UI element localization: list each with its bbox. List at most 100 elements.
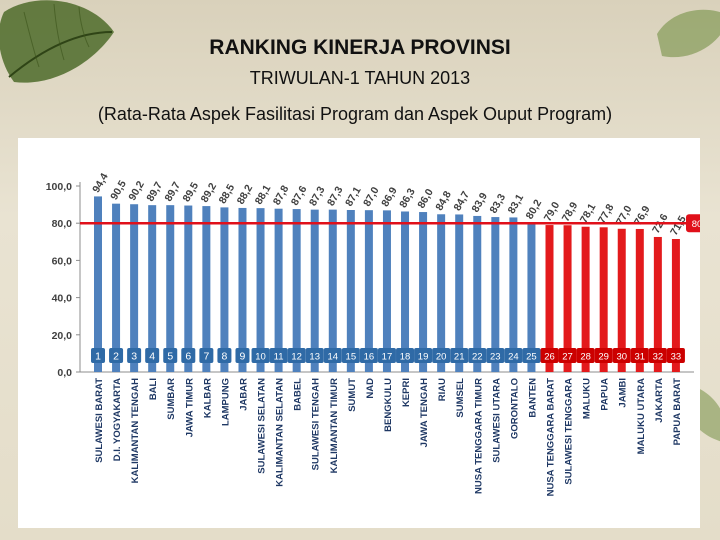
rank-label: 33 bbox=[671, 352, 682, 363]
page-description: (Rata-Rata Aspek Fasilitasi Program dan … bbox=[97, 104, 613, 124]
rank-label: 24 bbox=[508, 352, 519, 363]
rank-label: 22 bbox=[472, 352, 483, 363]
rank-badge bbox=[486, 348, 505, 363]
data-label: 78,1 bbox=[578, 201, 599, 225]
rank-badge bbox=[217, 348, 232, 363]
x-tick-label: KALIMANTAN TIMUR bbox=[329, 378, 340, 473]
rank-label: 30 bbox=[616, 352, 627, 363]
x-tick-label: JABAR bbox=[238, 378, 249, 411]
data-label: 83,9 bbox=[469, 191, 490, 215]
rank-label: 27 bbox=[562, 352, 573, 363]
rank-label: 15 bbox=[346, 352, 357, 363]
rank-label: 1 bbox=[95, 351, 101, 363]
ranking-bar-chart: 0,0 20,0 40,0 60,0 80,0 100,0 94,4 1 SULAWESI BA… bbox=[46, 171, 708, 496]
rank-badge bbox=[450, 348, 469, 363]
data-label: 86,3 bbox=[397, 186, 418, 210]
rank-label: 11 bbox=[274, 352, 284, 363]
rank-badge bbox=[576, 348, 595, 363]
bar bbox=[292, 209, 301, 372]
rank-label: 23 bbox=[490, 352, 501, 363]
x-tick-label: JAMBI bbox=[618, 378, 629, 408]
x-tick-label: D.I. YOGYAKARTA bbox=[112, 378, 123, 461]
rank-badge bbox=[181, 348, 196, 363]
x-tick-label: PAPUA bbox=[600, 378, 611, 411]
bar bbox=[202, 206, 211, 372]
rank-label: 19 bbox=[418, 352, 429, 363]
bar bbox=[653, 236, 662, 372]
x-tick-label: BANTEN bbox=[527, 378, 538, 418]
x-tick-label: JAWA TIMUR bbox=[184, 378, 195, 437]
bar bbox=[256, 208, 265, 372]
bar bbox=[328, 209, 337, 372]
x-tick-label: MALUKU UTARA bbox=[636, 378, 647, 454]
rank-label: 9 bbox=[240, 351, 246, 363]
bar bbox=[220, 207, 229, 372]
rank-badge bbox=[504, 348, 523, 363]
rank-label: 4 bbox=[149, 351, 155, 363]
data-label: 87,6 bbox=[289, 184, 310, 208]
bar bbox=[94, 196, 102, 372]
x-tick-label: BENGKULU bbox=[383, 378, 394, 432]
x-tick-label: JAKARTA bbox=[654, 378, 665, 423]
rank-badge bbox=[145, 348, 160, 363]
rank-badge bbox=[323, 348, 342, 363]
bar bbox=[419, 212, 428, 372]
rank-badge bbox=[432, 348, 451, 363]
data-label: 87,3 bbox=[307, 184, 328, 208]
rank-label: 10 bbox=[255, 352, 266, 363]
x-tick-label: SUMBAR bbox=[166, 378, 177, 420]
x-tick-label: SULAWESI TENGGARA bbox=[564, 378, 575, 485]
bar bbox=[112, 203, 121, 372]
rank-label: 5 bbox=[167, 351, 173, 363]
rank-label: 13 bbox=[309, 352, 320, 363]
bar bbox=[166, 205, 175, 372]
x-tick-label: NUSA TENGGARA TIMUR bbox=[473, 378, 484, 494]
x-tick-label: SULAWESI SELATAN bbox=[257, 378, 268, 474]
x-tick-label: SUMUT bbox=[347, 378, 358, 412]
rank-badge bbox=[666, 348, 685, 363]
bar bbox=[563, 225, 572, 372]
x-tick-label: PAPUA BARAT bbox=[672, 378, 683, 446]
rank-badge bbox=[235, 348, 250, 363]
bar bbox=[473, 215, 482, 372]
data-label: 90,5 bbox=[108, 178, 129, 202]
data-label: 87,0 bbox=[361, 185, 382, 209]
y-tick-label: 20,0 bbox=[52, 330, 73, 342]
rank-badge bbox=[396, 348, 415, 363]
bar bbox=[238, 207, 247, 372]
rank-label: 17 bbox=[382, 352, 393, 363]
y-tick-label: 80,0 bbox=[52, 218, 73, 230]
rank-badge bbox=[269, 348, 288, 363]
rank-badge bbox=[163, 348, 178, 363]
rank-label: 6 bbox=[185, 351, 191, 363]
rank-badge bbox=[199, 348, 214, 363]
data-label: 88,1 bbox=[253, 183, 274, 207]
x-tick-label: BABEL bbox=[293, 378, 304, 411]
data-label: 89,7 bbox=[162, 180, 183, 204]
bar bbox=[437, 214, 446, 372]
data-label: 89,2 bbox=[199, 181, 220, 205]
rank-badge bbox=[109, 348, 124, 363]
x-tick-label: RIAU bbox=[437, 378, 448, 401]
rank-label: 21 bbox=[454, 352, 465, 363]
bar bbox=[130, 204, 139, 372]
x-tick-label: KALBAR bbox=[202, 378, 213, 418]
y-tick-label: 40,0 bbox=[52, 293, 73, 305]
data-label: 87,1 bbox=[343, 185, 364, 209]
data-label: 84,8 bbox=[433, 189, 454, 213]
x-tick-label: SULAWESI BARAT bbox=[94, 378, 105, 463]
rank-badge bbox=[468, 348, 487, 363]
bar bbox=[491, 217, 500, 372]
rank-badge bbox=[377, 348, 396, 363]
bar bbox=[599, 227, 608, 372]
bar bbox=[382, 210, 391, 372]
bar bbox=[635, 228, 644, 372]
rank-label: 26 bbox=[544, 352, 555, 363]
rank-label: 2 bbox=[113, 351, 119, 363]
data-label: 89,7 bbox=[144, 180, 165, 204]
threshold-label: 80 bbox=[692, 219, 700, 230]
rank-badge bbox=[414, 348, 433, 363]
data-label: 90,2 bbox=[126, 179, 147, 203]
x-tick-label: LAMPUNG bbox=[220, 378, 231, 426]
rank-label: 12 bbox=[291, 352, 302, 363]
